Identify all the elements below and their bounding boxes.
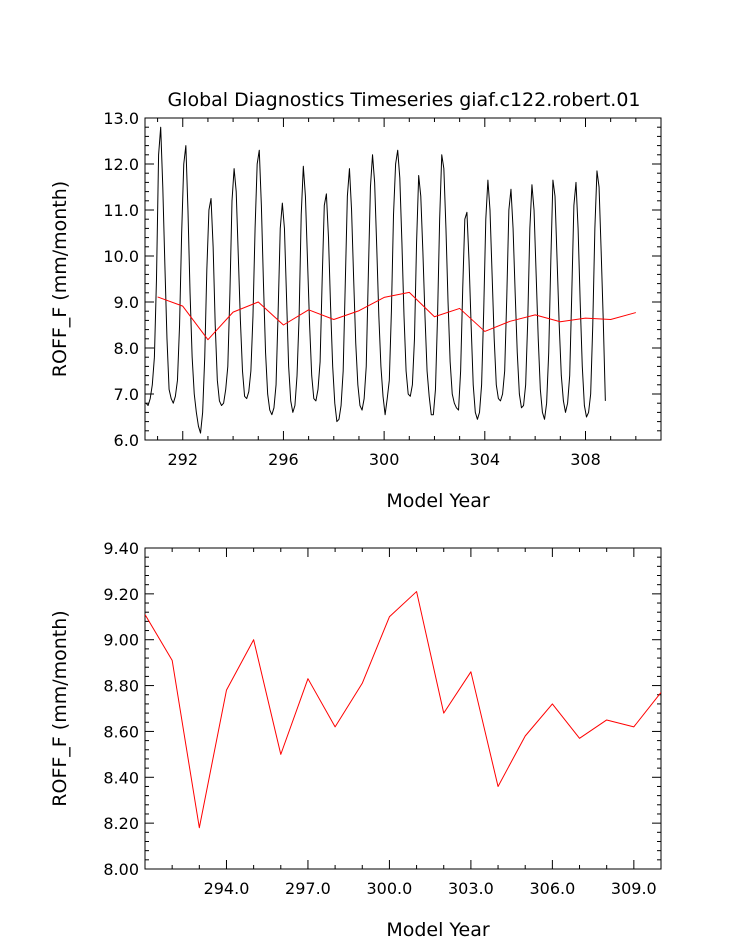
y-tick-label: 8.20: [103, 814, 139, 833]
y-tick-label: 10.0: [103, 247, 139, 266]
y-tick-label: 9.0: [114, 293, 139, 312]
y-tick-label: 9.20: [103, 585, 139, 604]
y-tick-label: 8.0: [114, 339, 139, 358]
chart-panel-2: 8.00 8.20 8.40 8.60 8.80 9.00 9.20 9.40 294.0 297…: [49, 539, 662, 941]
x-tick-label: 296: [268, 450, 299, 469]
plot-frame: [144, 547, 662, 870]
annual-series-line: [145, 591, 661, 829]
plot-frame: [144, 117, 662, 441]
x-tick-label: 292: [167, 450, 198, 469]
y-tick-label: 12.0: [103, 155, 139, 174]
figure-title: Global Diagnostics Timeseries giaf.c122.…: [167, 89, 640, 111]
x-tick-label: 294.0: [204, 879, 250, 898]
x-tick-label: 309.0: [611, 879, 657, 898]
x-axis-title: Model Year: [386, 490, 490, 512]
y-tick-label: 11.0: [103, 201, 139, 220]
y-tick-label: 8.80: [103, 677, 139, 696]
x-tick-label: 308: [570, 450, 601, 469]
y-tick-label: 6.0: [114, 431, 139, 450]
monthly-series-line: [145, 126, 606, 434]
y-tick-label: 9.00: [103, 631, 139, 650]
chart-panel-1: 6.0 7.0 8.0 9.0 10.0 11.0 12.0 13.0 292 296 300 304…: [49, 109, 662, 512]
y-tick-label: 9.40: [103, 539, 139, 558]
x-tick-label: 297.0: [285, 879, 331, 898]
annual-series-line: [157, 291, 636, 341]
x-tick-label: 306.0: [529, 879, 575, 898]
y-tick-label: 13.0: [103, 109, 139, 128]
x-axis-title: Model Year: [386, 919, 490, 941]
y-tick-label: 7.0: [114, 385, 139, 404]
x-tick-label: 303.0: [448, 879, 494, 898]
x-tick-label: 304: [470, 450, 501, 469]
y-tick-label: 8.40: [103, 768, 139, 787]
x-tick-label: 300: [369, 450, 400, 469]
x-tick-label: 300.0: [367, 879, 413, 898]
y-tick-label: 8.00: [103, 860, 139, 879]
y-axis-title: ROFF_F (mm/month): [49, 181, 71, 377]
y-tick-label: 8.60: [103, 722, 139, 741]
y-axis-title: ROFF_F (mm/month): [49, 610, 71, 806]
